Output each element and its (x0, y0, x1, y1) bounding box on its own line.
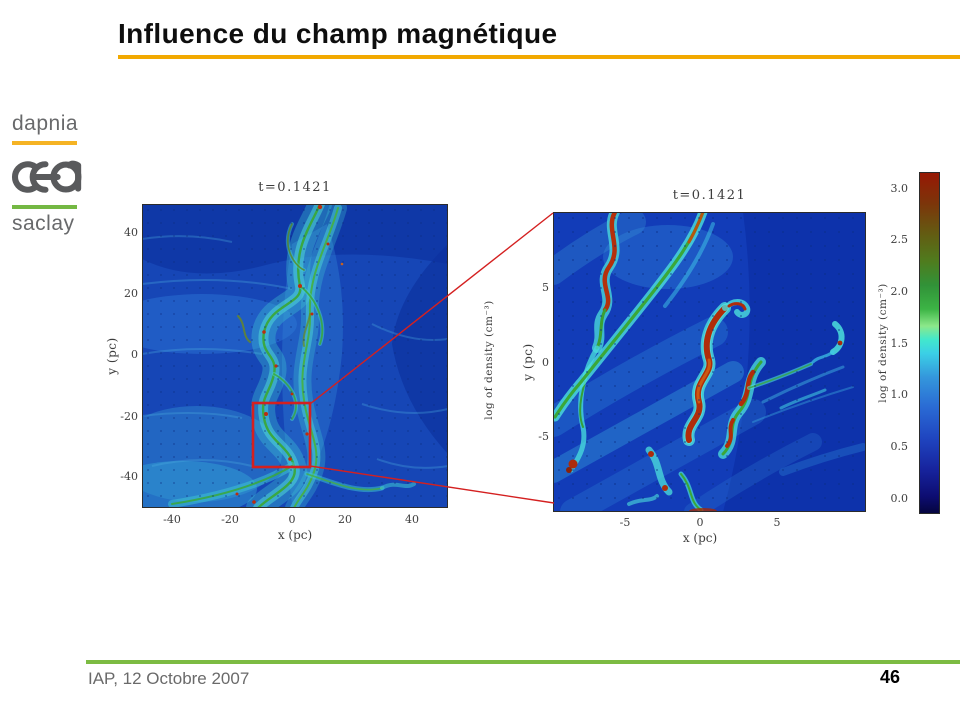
colorbar-tick: 3.0 (890, 182, 909, 195)
colorbar-tick: 1.0 (890, 388, 909, 401)
left-plot-y-tick: -20 (120, 410, 138, 423)
left-density-map (142, 204, 448, 508)
left-plot-x-tick: 0 (288, 513, 296, 526)
left-plot-xlabel: x (pc) (277, 528, 313, 542)
right-plot-x-tick: 5 (773, 516, 781, 529)
title-underline (118, 55, 960, 59)
colorbar-tick: 2.0 (890, 285, 909, 298)
colorbar-tick: 2.5 (890, 233, 909, 246)
right-plot-x-tick: -5 (619, 516, 631, 529)
left-plot-x-tick: 40 (405, 513, 419, 526)
colorbar-tick: 0.0 (890, 492, 909, 505)
left-plot-y-tick: 40 (124, 226, 138, 239)
left-plot-y-tick: -40 (120, 470, 138, 483)
page-number: 46 (879, 667, 900, 687)
colorbar-tick: 0.5 (890, 440, 909, 453)
slide-title: Influence du champ magnétique (118, 18, 558, 49)
logo-saclay-label: saclay (12, 212, 75, 235)
left-plot-x-tick: -20 (221, 513, 239, 526)
footer-rule (86, 660, 960, 664)
left-plot-x-tick: 20 (338, 513, 352, 526)
right-plot-x-tick: 0 (696, 516, 704, 529)
left-plot-title: t=0.1421 (258, 180, 332, 195)
right-plot-y-tick: 0 (542, 356, 549, 369)
logo-green-rule (12, 205, 77, 209)
right-density-map (553, 212, 866, 512)
colorbar-strip (919, 172, 940, 514)
logo-dapnia-label: dapnia (12, 112, 79, 135)
right-plot-xlabel: x (pc) (682, 531, 718, 545)
left-plot-y-tick: 0 (131, 348, 138, 361)
right-plot-title: t=0.1421 (672, 188, 747, 203)
left-plot-x-tick: -40 (163, 513, 181, 526)
colorbar-tick: 1.5 (890, 337, 909, 350)
footer-date: IAP, 12 Octobre 2007 (88, 669, 250, 688)
right-plot-y-tick: -5 (538, 430, 549, 443)
right-plot-density-label: log of density (cm⁻³) (483, 300, 495, 420)
left-plot-y-tick: 20 (124, 287, 138, 300)
logo-yellow-rule (12, 141, 77, 145)
right-plot-y-tick: 5 (542, 281, 549, 294)
cea-logo-icon (12, 160, 82, 193)
